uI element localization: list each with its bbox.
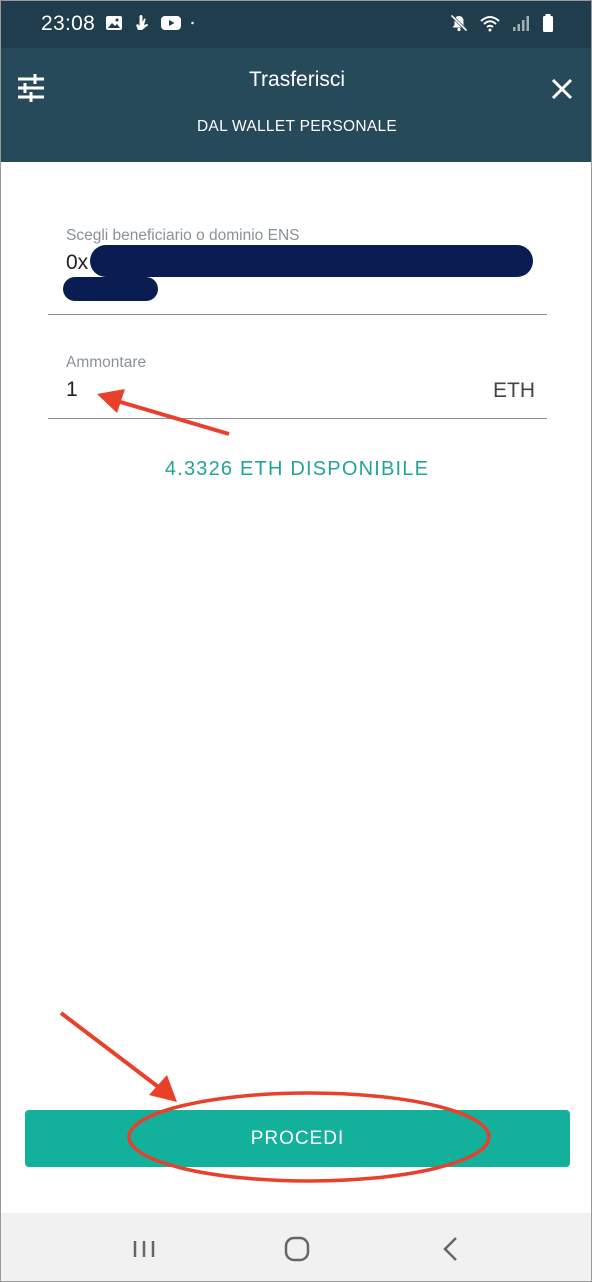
amount-label: Ammontare bbox=[66, 354, 147, 371]
redaction-mark bbox=[63, 277, 158, 301]
wifi-icon bbox=[480, 16, 500, 32]
available-balance: 4.3326 ETH DISPONIBILE bbox=[164, 458, 430, 480]
recipient-value[interactable]: 0x bbox=[66, 251, 89, 274]
home-icon[interactable] bbox=[281, 1233, 313, 1265]
status-bar: 23:08 bbox=[1, 1, 591, 48]
proceed-button[interactable]: PROCEDI bbox=[25, 1110, 570, 1167]
battery-icon bbox=[543, 14, 553, 32]
redaction-mark bbox=[90, 245, 533, 277]
dot-icon bbox=[191, 21, 194, 25]
amount-field[interactable]: Ammontare 1 ETH bbox=[48, 341, 547, 419]
page-title: Trasferisci bbox=[248, 68, 346, 91]
status-icons-right bbox=[449, 13, 555, 33]
signal-icon bbox=[513, 16, 529, 31]
mute-icon bbox=[450, 14, 468, 32]
arrow-annotation bbox=[59, 1011, 177, 1102]
amount-input[interactable]: 1 bbox=[66, 378, 78, 401]
hand-icon bbox=[136, 15, 148, 30]
app-bar: Trasferisci DAL WALLET PERSONALE bbox=[1, 48, 591, 162]
status-time: 23:08 bbox=[41, 12, 96, 35]
image-icon bbox=[106, 16, 122, 30]
filter-icon[interactable] bbox=[15, 72, 47, 104]
recipient-label: Scegli beneficiario o dominio ENS bbox=[66, 227, 300, 244]
navigation-bar bbox=[1, 1213, 591, 1281]
amount-unit: ETH bbox=[493, 379, 535, 402]
recipient-field[interactable]: Scegli beneficiario o dominio ENS 0x bbox=[48, 215, 547, 315]
status-icons-left bbox=[104, 13, 200, 33]
back-icon[interactable] bbox=[435, 1233, 467, 1265]
page-subtitle: DAL WALLET PERSONALE bbox=[196, 118, 398, 135]
recent-apps-icon[interactable] bbox=[128, 1233, 160, 1265]
youtube-icon bbox=[161, 16, 181, 30]
close-icon[interactable] bbox=[547, 74, 577, 104]
